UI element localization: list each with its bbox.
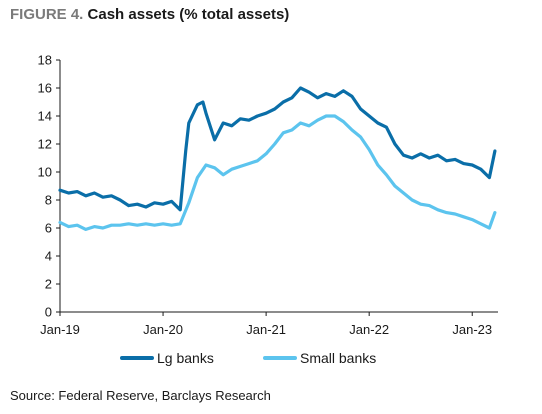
legend-label-lg-banks: Lg banks [157,350,214,366]
legend-label-small-banks: Small banks [300,350,376,366]
y-tick-label: 6 [45,221,52,236]
series-line-small-banks [58,114,497,231]
figure-title: Cash assets (% total assets) [87,6,290,23]
y-tick-label: 12 [38,137,52,152]
x-tick-label: Jan-23 [452,322,492,337]
series-line-lg-banks [58,86,497,212]
chart-axes: 0 2 4 6 8 10 12 14 16 18 Jan-19 Jan-20 Jan-21 Jan-22 J… [38,53,498,337]
chart-lines [58,86,497,231]
x-tick-label: Jan-21 [246,322,286,337]
x-tick-label: Jan-19 [40,322,80,337]
y-tick-label: 10 [38,165,52,180]
y-tick-label: 2 [45,277,52,292]
y-tick-label: 16 [38,81,52,96]
y-tick-label: 0 [45,305,52,320]
y-tick-label: 14 [38,109,52,124]
y-tick-label: 8 [45,193,52,208]
y-tick-label: 18 [38,53,52,68]
x-tick-label: Jan-20 [143,322,183,337]
chart-title: FIGURE 4. Cash assets (% total assets) [10,6,289,23]
source-note: Source: Federal Reserve, Barclays Resear… [10,388,271,403]
chart-legend: Lg banks Small banks [120,350,376,366]
figure-label: FIGURE 4. [10,6,84,23]
x-tick-label: Jan-22 [349,322,389,337]
y-tick-label: 4 [45,249,52,264]
